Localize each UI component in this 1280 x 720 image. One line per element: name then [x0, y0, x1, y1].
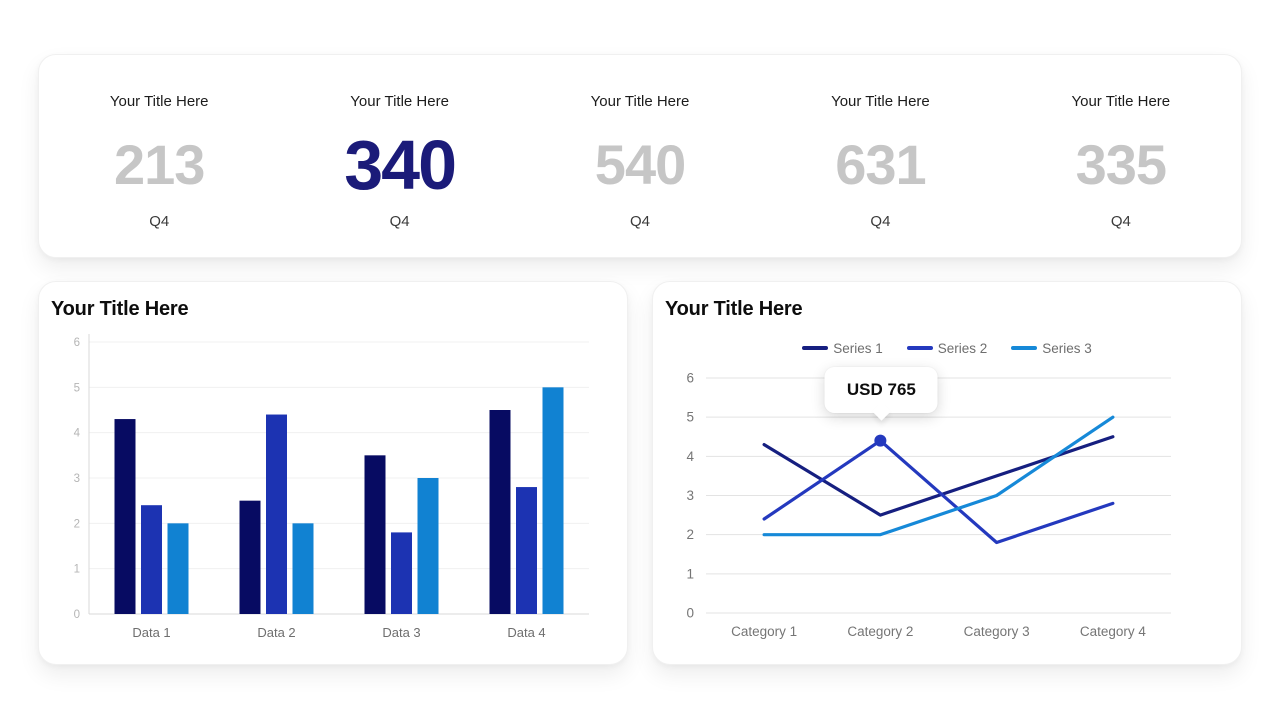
kpi-period: Q4: [1110, 213, 1131, 230]
x-category-label: Data 2: [257, 625, 295, 640]
legend-swatch-series-2: [906, 346, 933, 350]
bar-series-1-data-4[interactable]: [489, 410, 511, 614]
kpi-item-3: Your Title Here 540 Q4: [520, 55, 760, 257]
y-tick-label: 6: [686, 371, 694, 386]
y-tick-label: 1: [74, 564, 80, 576]
legend-swatch-series-3: [1011, 346, 1038, 350]
bar-chart[interactable]: 0 1 2 3 4 5 6 Data 1 Data 2 Data 3 Data 4: [51, 322, 615, 652]
bar-series-2-data-1[interactable]: [141, 505, 162, 614]
line-chart-svg: 0 1 2 3 4 5 6 Category 1 Category 2 Category 3 Cat…: [686, 371, 1171, 639]
bar-series-3-data-2[interactable]: [292, 523, 314, 614]
line-chart-title: Your Title Here: [665, 298, 803, 320]
legend-swatch-series-1: [802, 346, 829, 350]
y-tick-label: 3: [686, 488, 694, 503]
kpi-item-5: Your Title Here 335 Q4: [1001, 55, 1241, 257]
x-category-label: Data 1: [132, 625, 170, 640]
legend-item-series-2[interactable]: Series 2: [906, 340, 988, 356]
kpi-value: 335: [1075, 133, 1167, 196]
line-series-1[interactable]: [762, 435, 1115, 517]
y-tick-label: 3: [74, 473, 80, 485]
bar-series-3-data-3[interactable]: [417, 478, 439, 614]
kpi-title: Your Title Here: [590, 93, 690, 110]
kpi-title: Your Title Here: [350, 93, 449, 110]
kpi-item-4: Your Title Here 631 Q4: [760, 55, 1000, 257]
y-tick-label: 0: [74, 609, 80, 621]
kpi-value: 631: [835, 133, 926, 196]
chart-tooltip: USD 765: [824, 366, 938, 421]
kpi-period: Q4: [870, 213, 891, 230]
tooltip-value: USD 765: [846, 379, 916, 399]
kpi-summary-card: Your Title Here 213 Q4 Your Title Here 3…: [38, 54, 1242, 258]
line-chart-legend: Series 1 Series 2 Series 3: [665, 338, 1229, 358]
x-category-label: Category 1: [731, 624, 797, 639]
bar-chart-svg: 0 1 2 3 4 5 6 Data 1 Data 2 Data 3 Data 4: [74, 334, 589, 640]
kpi-title: Your Title Here: [1071, 93, 1171, 110]
kpi-value: 340: [344, 126, 457, 204]
bar-series-3-data-1[interactable]: [167, 523, 189, 614]
line-chart-card: Your Title Here Series 1 Series 2 Series…: [652, 281, 1242, 665]
kpi-period: Q4: [149, 213, 170, 230]
y-tick-label: 5: [686, 410, 694, 425]
bar-series-3-data-4[interactable]: [542, 387, 564, 614]
legend-item-series-3[interactable]: Series 3: [1011, 341, 1092, 356]
y-tick-label: 6: [74, 337, 80, 349]
y-tick-label: 1: [686, 566, 694, 581]
y-tick-label: 2: [686, 527, 694, 542]
line-series-2[interactable]: [762, 439, 1115, 545]
legend-label-series-3: Series 3: [1042, 340, 1092, 356]
x-category-label: Category 4: [1080, 624, 1147, 639]
kpi-value: 213: [113, 133, 205, 196]
line-chart[interactable]: 0 1 2 3 4 5 6 Category 1 Category 2 Category 3 Cat…: [665, 361, 1229, 651]
y-tick-label: 2: [74, 518, 80, 530]
y-tick-label: 4: [686, 449, 694, 464]
bar-chart-title: Your Title Here: [51, 298, 189, 320]
legend-item-series-1[interactable]: Series 1: [802, 341, 883, 356]
kpi-value: 540: [594, 133, 686, 196]
bar-series-2-data-2[interactable]: [266, 414, 287, 614]
data-point-marker[interactable]: [874, 434, 887, 447]
x-category-label: Category 2: [847, 624, 913, 639]
kpi-title: Your Title Here: [831, 93, 930, 110]
y-tick-label: 0: [686, 606, 694, 621]
x-category-label: Data 3: [382, 625, 420, 640]
y-tick-label: 4: [74, 428, 81, 440]
kpi-item-2: Your Title Here 340 Q4: [279, 55, 519, 257]
x-category-label: Data 4: [507, 625, 545, 640]
bar-series-1-data-1[interactable]: [114, 419, 136, 614]
line-series-3[interactable]: [762, 415, 1115, 537]
y-tick-label: 5: [74, 382, 80, 394]
bar-chart-card: Your Title Here 0 1 2 3 4 5 6 Data 1 Data 2 Data …: [38, 281, 628, 665]
x-category-label: Category 3: [964, 624, 1030, 639]
bar-series-2-data-4[interactable]: [516, 487, 537, 614]
kpi-title: Your Title Here: [109, 93, 209, 110]
legend-label-series-1: Series 1: [833, 340, 883, 356]
kpi-period: Q4: [630, 213, 651, 230]
legend-label-series-2: Series 2: [937, 340, 988, 356]
kpi-period: Q4: [389, 213, 410, 230]
bar-series-2-data-3[interactable]: [391, 532, 412, 614]
bar-series-1-data-2[interactable]: [239, 500, 261, 614]
kpi-item-1: Your Title Here 213 Q4: [39, 55, 279, 257]
bar-series-1-data-3[interactable]: [364, 455, 386, 614]
